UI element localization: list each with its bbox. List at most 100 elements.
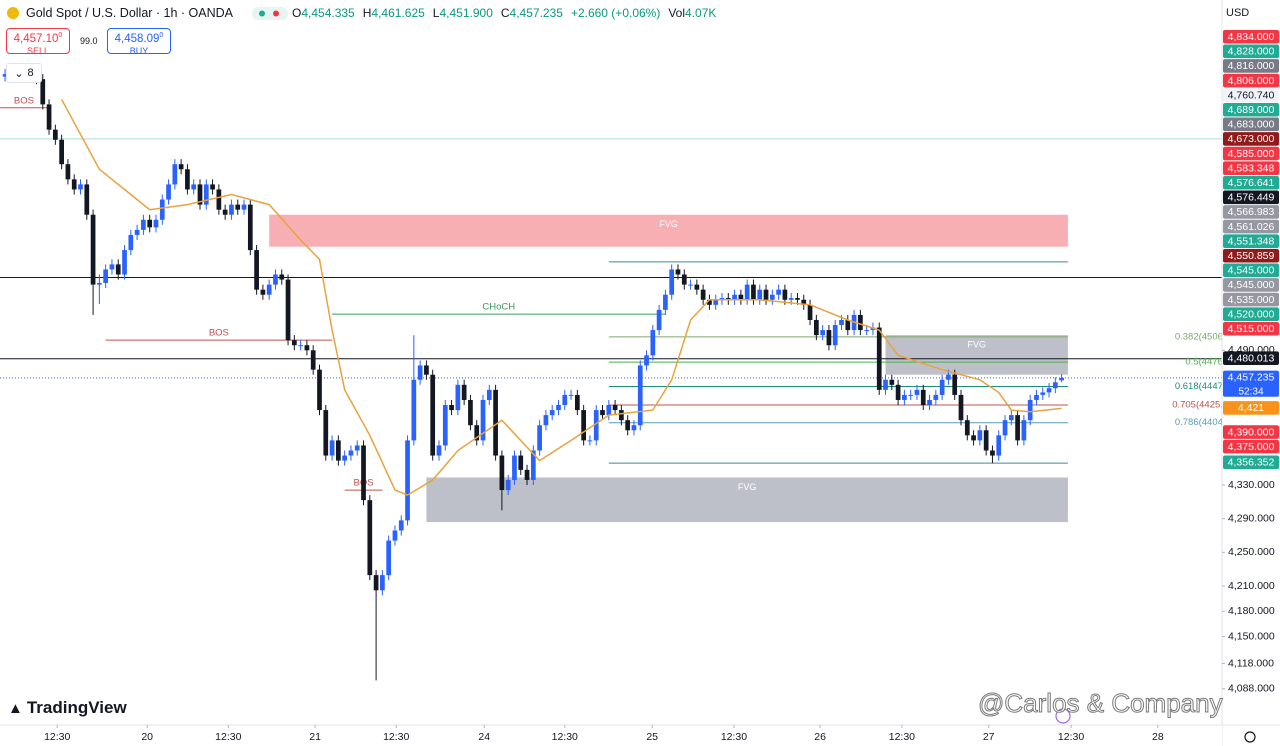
- price-label: 4,760.740: [1228, 89, 1275, 101]
- ohlc-key: Vol: [668, 6, 686, 20]
- candle-body: [1015, 415, 1020, 441]
- candle-body: [336, 440, 341, 461]
- candle-body: [807, 304, 813, 320]
- lines-layer: 0.382(4506 0.5(4476 0.618(4447 0.705(4425. 0…: [0, 95, 1223, 491]
- candle-body: [751, 284, 756, 300]
- price-label-box: [1223, 263, 1279, 278]
- x-tick-label: 12:30: [889, 731, 915, 743]
- candle-body: [505, 479, 511, 491]
- fvg-label: FVG: [967, 340, 986, 350]
- price-label-box: [1223, 44, 1279, 59]
- candle-body: [946, 374, 951, 380]
- candle-body: [97, 282, 102, 285]
- y-tick-label: 4,118.000: [1228, 657, 1274, 669]
- ohlc-value: 4,451.900: [439, 6, 493, 20]
- y-tick-label: 4,250.000: [1228, 546, 1275, 558]
- y-tick-label: 4,150.000: [1228, 630, 1275, 642]
- candle-body: [537, 425, 542, 451]
- candle-body: [1052, 382, 1058, 389]
- candle-body: [279, 274, 285, 280]
- price-label-box: [1223, 88, 1279, 102]
- candle-body: [681, 274, 687, 285]
- x-tick-label: 12:30: [44, 731, 70, 743]
- candle-body: [128, 234, 134, 251]
- candle-body: [216, 189, 222, 210]
- candle-body: [115, 264, 121, 275]
- price-label-box: [1223, 29, 1279, 44]
- price-label: 4,457.235: [1228, 372, 1275, 384]
- buy-button[interactable]: 4,458.090 BUY: [107, 28, 171, 56]
- candle-body: [442, 405, 448, 446]
- candle-body: [788, 298, 794, 300]
- candle-body: [600, 410, 605, 416]
- price-label-box: [1223, 425, 1279, 439]
- indicator-count: 8: [27, 67, 34, 79]
- candle-body: [732, 294, 737, 300]
- currency[interactable]: USD: [1226, 7, 1250, 19]
- candle-body: [304, 345, 310, 351]
- candle-body: [512, 455, 517, 480]
- time-axis: [0, 725, 1222, 746]
- price-label: 4,583.348: [1228, 162, 1275, 174]
- price-label-box: [1223, 455, 1279, 470]
- ohlc-key: C: [500, 6, 510, 20]
- status-pill: [252, 7, 288, 20]
- candle-body: [40, 79, 46, 105]
- price-label-box: [1223, 439, 1279, 454]
- candle-body: [902, 394, 907, 400]
- chevron: ⌄: [14, 67, 24, 80]
- settings-icon[interactable]: [1244, 731, 1256, 743]
- candle-body: [644, 355, 649, 366]
- structure-label: BOS: [209, 328, 229, 339]
- price-label-box: [1223, 59, 1279, 73]
- price-label: 4,421: [1238, 402, 1264, 414]
- candle-body: [411, 379, 417, 441]
- countdown: 52:34: [1238, 386, 1263, 397]
- candle-body: [254, 250, 259, 290]
- candle-body: [964, 420, 970, 436]
- indicator-toggle[interactable]: ⌄ 8: [6, 63, 42, 83]
- candle-body: [971, 435, 976, 441]
- candle-body: [210, 184, 215, 190]
- candle-body: [486, 389, 492, 400]
- price-label-box: [1223, 102, 1279, 117]
- price-label: 4,576.449: [1228, 192, 1275, 204]
- candle-body: [952, 374, 958, 395]
- x-tick-label: 27: [983, 731, 995, 743]
- replay-icon[interactable]: [1055, 708, 1071, 724]
- price-label: 4,520.000: [1228, 308, 1275, 320]
- candle-body: [757, 289, 763, 300]
- candle-body: [392, 530, 398, 541]
- candle-body: [889, 379, 895, 385]
- candle-body: [172, 164, 178, 185]
- x-tick-label: 28: [1152, 731, 1164, 743]
- candle-body: [763, 289, 769, 300]
- price-label: 4,375.000: [1228, 441, 1275, 453]
- price-label-box: [1223, 307, 1279, 321]
- price-label: 4,576.641: [1228, 177, 1275, 189]
- price-label-box: [1223, 234, 1279, 248]
- candle-body: [417, 365, 423, 380]
- candle-body: [669, 269, 675, 295]
- candle-body: [235, 204, 241, 210]
- candle-body: [845, 319, 851, 331]
- candle-body: [260, 289, 266, 295]
- candle-body: [1034, 394, 1039, 400]
- ohlc-item: H4,461.625: [363, 6, 425, 20]
- candle-body: [914, 389, 920, 395]
- candle-body: [864, 330, 870, 332]
- candle-body: [386, 540, 392, 576]
- ohlc-change: +2.660 (+0.06%): [570, 6, 661, 20]
- candle-body: [78, 184, 83, 190]
- candle-body: [933, 394, 939, 400]
- price-label: 4,816.000: [1228, 60, 1275, 72]
- candle-body: [1040, 392, 1046, 395]
- buy-price: 4,458.09: [114, 32, 160, 45]
- spread: 99.0: [80, 36, 98, 46]
- axis-layer: 4,490.0004,330.0004,290.0004,250.0004,21…: [44, 29, 1279, 743]
- price-label: 4,545.000: [1228, 265, 1275, 277]
- sell-button[interactable]: 4,457.100 SELL: [6, 28, 70, 56]
- x-tick-label: 12:30: [1058, 731, 1084, 743]
- logo-mark: ▲: [8, 699, 23, 717]
- price-label-box: [1223, 132, 1279, 146]
